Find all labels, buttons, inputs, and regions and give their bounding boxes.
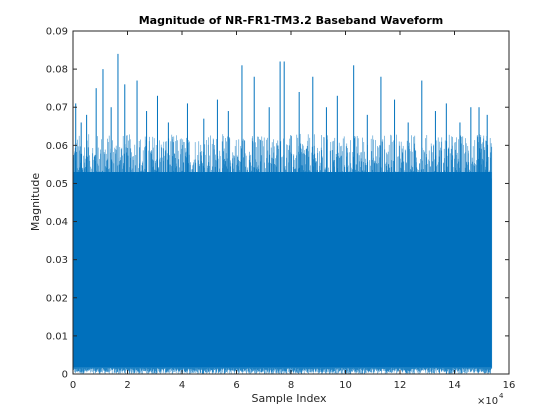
y-tick-label: 0.04 — [46, 217, 68, 228]
y-axis-ticks: 0 0.01 0.02 0.03 0.04 0.05 0.06 0.07 0.08 0.09 — [46, 27, 509, 381]
waveform-bars — [72, 53, 493, 374]
y-tick-label: 0.02 — [46, 293, 68, 304]
x-axis-ticks: 0 2 4 6 8 10 12 14 16 — [70, 31, 516, 391]
x-axis-exponent: ×10 — [477, 396, 498, 407]
x-tick-label: 2 — [124, 380, 130, 391]
x-tick-label: 16 — [503, 380, 516, 391]
x-axis-label: Sample Index — [251, 392, 327, 405]
y-tick-label: 0.01 — [46, 331, 68, 342]
x-axis-exponent-power: 4 — [499, 392, 504, 400]
chart-title: Magnitude of NR-FR1-TM3.2 Baseband Wavef… — [139, 14, 444, 27]
y-tick-label: 0.06 — [46, 141, 68, 152]
x-tick-label: 0 — [70, 380, 76, 391]
y-axis-label: Magnitude — [29, 173, 42, 232]
y-tick-label: 0.05 — [46, 179, 68, 190]
y-tick-label: 0.03 — [46, 255, 68, 266]
y-tick-label: 0.09 — [46, 27, 68, 38]
y-tick-label: 0 — [62, 370, 68, 381]
x-tick-label: 6 — [233, 380, 239, 391]
y-tick-label: 0.08 — [46, 65, 68, 76]
y-tick-label: 0.07 — [46, 103, 68, 114]
x-tick-label: 8 — [288, 380, 294, 391]
x-tick-label: 10 — [339, 380, 352, 391]
x-tick-label: 4 — [179, 380, 185, 391]
x-tick-label: 12 — [394, 380, 407, 391]
x-tick-label: 14 — [448, 380, 461, 391]
